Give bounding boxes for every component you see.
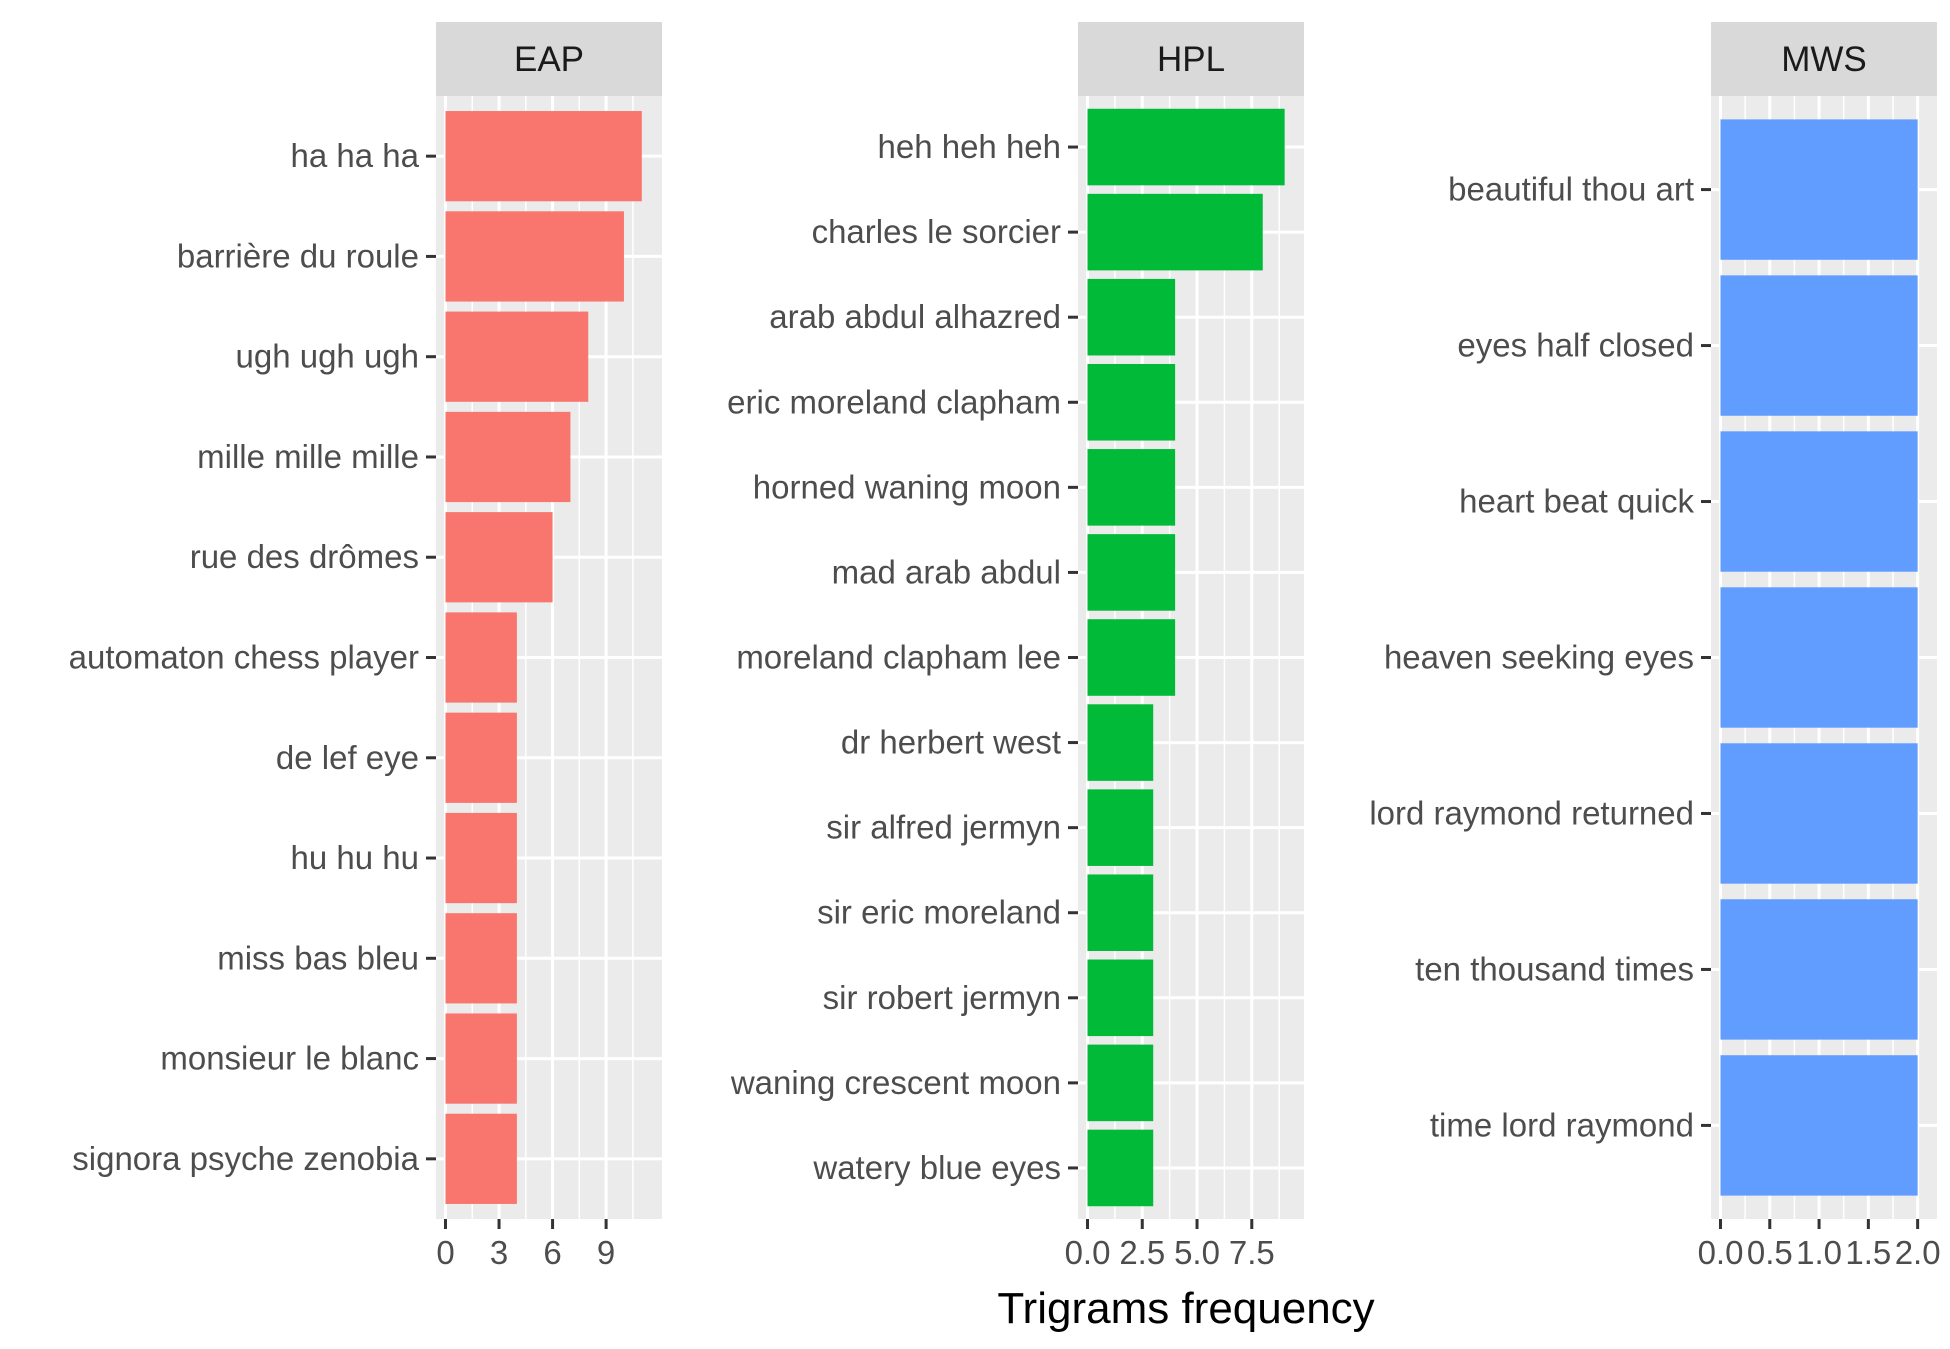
bar: [1720, 119, 1918, 260]
bar: [1087, 1044, 1154, 1122]
facet-strip-label: HPL: [1157, 40, 1225, 79]
y-tick-label: automaton chess player: [69, 639, 419, 676]
bar: [1087, 704, 1154, 781]
bar: [1087, 1129, 1154, 1207]
x-tick-label: 9: [597, 1234, 615, 1271]
x-tick-label: 2.0: [1895, 1234, 1941, 1271]
x-tick-label: 3: [490, 1234, 508, 1271]
y-tick-label: charles le sorcier: [812, 213, 1061, 250]
y-tick-label: waning crescent moon: [730, 1064, 1061, 1101]
x-tick-label: 0.0: [1065, 1234, 1111, 1271]
bar: [1087, 619, 1176, 696]
bar: [445, 311, 589, 402]
y-tick-label: signora psyche zenobia: [72, 1140, 419, 1177]
y-tick-label: miss bas bleu: [217, 939, 419, 976]
x-axis-title: Trigrams frequency: [997, 1284, 1374, 1333]
panel-eap: EAP ha ha ha barrière du roule ugh ugh ugh m…: [69, 22, 662, 1271]
facet-strip-label: MWS: [1781, 40, 1867, 79]
x-tick-label: 5.0: [1174, 1234, 1220, 1271]
y-tick-label: beautiful thou art: [1448, 171, 1694, 208]
y-tick-label: ten thousand times: [1415, 950, 1694, 987]
bar: [1720, 587, 1918, 728]
x-tick-label: 2.5: [1119, 1234, 1165, 1271]
y-tick-label: horned waning moon: [753, 468, 1061, 505]
bar: [445, 512, 553, 603]
x-tick-label: 1.0: [1796, 1234, 1842, 1271]
chart-panels: EAP ha ha ha barrière du roule ugh ugh ugh m…: [69, 22, 1941, 1271]
y-tick-label: time lord raymond: [1430, 1106, 1694, 1143]
bar: [1720, 899, 1918, 1040]
bar: [1087, 449, 1176, 526]
bar: [445, 111, 642, 202]
y-tick-label: de lef eye: [276, 739, 419, 776]
facet-strip: [436, 22, 662, 96]
y-tick-label: heh heh heh: [877, 128, 1061, 165]
y-tick-label: dr herbert west: [841, 724, 1061, 761]
y-tick-label: rue des drômes: [190, 538, 419, 575]
bar: [1087, 874, 1154, 952]
bar: [445, 812, 517, 904]
y-tick-label: lord raymond returned: [1369, 794, 1694, 831]
y-tick-label: eric moreland clapham: [727, 383, 1061, 420]
bar: [1720, 743, 1918, 884]
bar: [1087, 108, 1285, 186]
bar: [445, 913, 517, 1004]
y-tick-label: sir robert jermyn: [823, 979, 1061, 1016]
bar: [445, 612, 517, 703]
bar: [1087, 959, 1154, 1037]
bar: [1087, 534, 1176, 611]
y-tick-label: ha ha ha: [291, 137, 420, 174]
y-tick-label: ugh ugh ugh: [235, 338, 419, 375]
y-tick-label: eyes half closed: [1457, 327, 1694, 364]
y-tick-label: sir eric moreland: [817, 894, 1061, 931]
x-tick-label: 1.5: [1845, 1234, 1891, 1271]
bar: [1087, 193, 1263, 271]
y-tick-label: arab abdul alhazred: [769, 298, 1061, 335]
y-tick-label: mad arab abdul: [832, 553, 1061, 590]
bar: [1720, 431, 1918, 572]
bar: [445, 1113, 517, 1204]
y-tick-label: barrière du roule: [177, 237, 419, 274]
bar: [1720, 275, 1918, 416]
y-tick-label: moreland clapham lee: [736, 639, 1061, 676]
bar: [445, 712, 517, 803]
panel-mws: MWS beautiful thou art eyes half closed hea…: [1369, 22, 1941, 1271]
bar: [1087, 278, 1176, 356]
y-tick-label: heaven seeking eyes: [1384, 639, 1694, 676]
y-tick-label: mille mille mille: [197, 438, 419, 475]
bar: [1720, 1055, 1918, 1196]
facet-strip: [1078, 22, 1304, 96]
x-tick-label: 0.0: [1698, 1234, 1744, 1271]
bar: [445, 1013, 517, 1104]
facet-strip: [1711, 22, 1937, 96]
x-tick-label: 0.5: [1747, 1234, 1793, 1271]
bar: [1087, 363, 1176, 441]
y-tick-label: monsieur le blanc: [160, 1040, 419, 1077]
bar: [445, 411, 571, 503]
x-tick-label: 0: [436, 1234, 454, 1271]
x-tick-label: 7.5: [1229, 1234, 1275, 1271]
facet-strip-label: EAP: [514, 40, 584, 79]
y-tick-label: watery blue eyes: [812, 1149, 1061, 1186]
x-tick-label: 6: [543, 1234, 561, 1271]
y-tick-label: hu hu hu: [291, 839, 419, 876]
y-tick-label: sir alfred jermyn: [826, 809, 1061, 846]
panel-hpl: HPL heh heh heh charles le sorcier arab abd…: [727, 22, 1304, 1271]
bar: [445, 211, 624, 302]
y-tick-label: heart beat quick: [1459, 483, 1694, 520]
bar: [1087, 789, 1154, 866]
